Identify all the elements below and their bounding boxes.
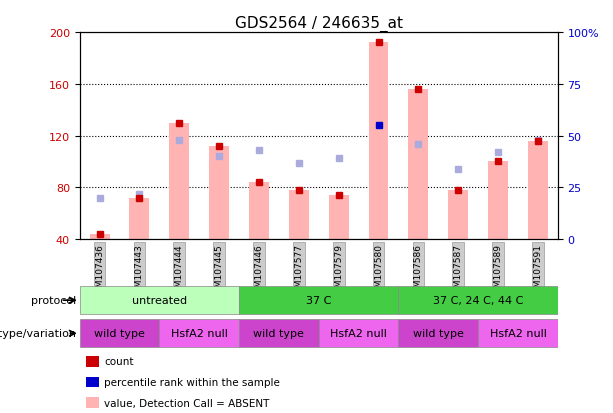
Bar: [398, 320, 478, 347]
Text: percentile rank within the sample: percentile rank within the sample: [104, 377, 280, 387]
Text: GSM107577: GSM107577: [294, 244, 303, 299]
Text: GSM107443: GSM107443: [135, 244, 144, 298]
Text: wild type: wild type: [254, 328, 304, 339]
Bar: [169, 123, 189, 240]
Text: GSM107586: GSM107586: [414, 244, 423, 299]
Bar: [368, 43, 389, 240]
Text: GSM107579: GSM107579: [334, 244, 343, 299]
Text: 37 C, 24 C, 44 C: 37 C, 24 C, 44 C: [433, 295, 524, 306]
Text: HsfA2 null: HsfA2 null: [330, 328, 387, 339]
Bar: [398, 287, 558, 314]
Text: GSM107591: GSM107591: [533, 244, 543, 299]
Bar: [488, 162, 508, 240]
Text: GSM107589: GSM107589: [493, 244, 503, 299]
Text: untreated: untreated: [132, 295, 187, 306]
Text: wild type: wild type: [413, 328, 463, 339]
Text: wild type: wild type: [94, 328, 145, 339]
Bar: [89, 235, 110, 240]
Bar: [329, 196, 349, 240]
Bar: [80, 287, 239, 314]
Title: GDS2564 / 246635_at: GDS2564 / 246635_at: [235, 16, 403, 32]
Bar: [159, 320, 239, 347]
Bar: [239, 287, 398, 314]
Bar: [129, 198, 150, 240]
Bar: [408, 90, 428, 240]
Bar: [289, 190, 309, 240]
Bar: [319, 320, 398, 347]
Text: GSM107444: GSM107444: [175, 244, 184, 298]
Text: protocol: protocol: [31, 295, 77, 306]
Bar: [209, 147, 229, 240]
Text: 37 C: 37 C: [306, 295, 332, 306]
Text: GSM107587: GSM107587: [454, 244, 463, 299]
Text: value, Detection Call = ABSENT: value, Detection Call = ABSENT: [104, 398, 270, 408]
Text: GSM107580: GSM107580: [374, 244, 383, 299]
Text: count: count: [104, 356, 134, 366]
Text: HsfA2 null: HsfA2 null: [171, 328, 227, 339]
Text: genotype/variation: genotype/variation: [0, 328, 77, 339]
Bar: [528, 141, 548, 240]
Bar: [448, 190, 468, 240]
Text: GSM107446: GSM107446: [254, 244, 264, 298]
Text: GSM107436: GSM107436: [95, 244, 104, 299]
Text: HsfA2 null: HsfA2 null: [490, 328, 546, 339]
Bar: [239, 320, 319, 347]
Text: GSM107445: GSM107445: [215, 244, 224, 298]
Bar: [249, 183, 269, 240]
Bar: [80, 320, 159, 347]
Bar: [478, 320, 558, 347]
